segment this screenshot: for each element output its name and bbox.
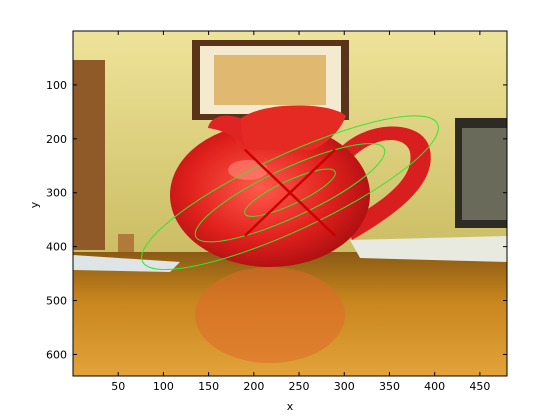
x-tick-label: 350 [379, 380, 400, 393]
left-shelf [73, 60, 105, 250]
pitcher-reflection [195, 267, 345, 363]
papers-right [350, 236, 507, 262]
y-tick-label: 600 [46, 348, 67, 361]
x-tick-label: 50 [111, 380, 125, 393]
x-tick-label: 100 [153, 380, 174, 393]
wall-picture-art [214, 55, 326, 105]
y-tick-label: 400 [46, 241, 67, 254]
pitcher-highlight [228, 160, 268, 180]
x-tick-label: 300 [334, 380, 355, 393]
y-tick-label: 200 [46, 133, 67, 146]
right-painting-art [462, 128, 507, 220]
x-tick-label: 250 [289, 380, 310, 393]
y-axis-label: y [28, 201, 41, 208]
x-tick-label: 450 [469, 380, 490, 393]
x-tick-label: 150 [198, 380, 219, 393]
x-tick-label: 200 [243, 380, 264, 393]
y-tick-label: 100 [46, 79, 67, 92]
photo [73, 31, 507, 376]
x-tick-label: 400 [424, 380, 445, 393]
y-tick-label: 300 [46, 187, 67, 200]
x-axis-label: x [287, 400, 294, 413]
chair [118, 234, 134, 252]
y-tick-label: 500 [46, 295, 67, 308]
